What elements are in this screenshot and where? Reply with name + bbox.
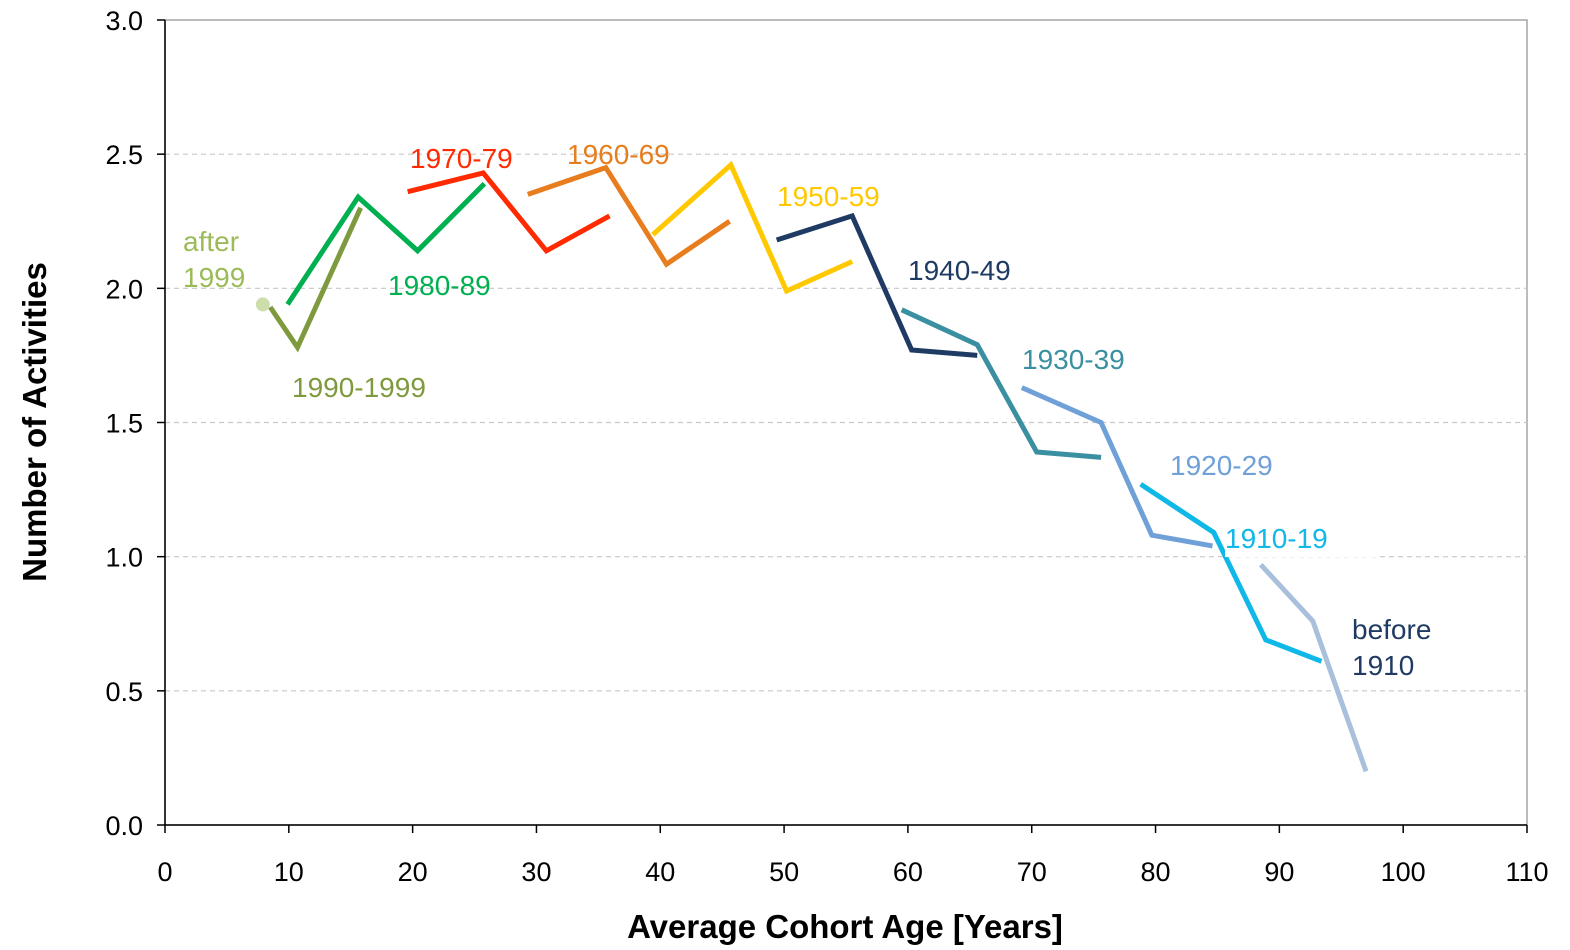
line [285, 181, 487, 306]
y-tick-label: 0.5 [105, 677, 143, 707]
series-label: 1910-19 [1225, 521, 1380, 557]
x-tick-label: 80 [1141, 857, 1171, 887]
x-tick-label: 110 [1505, 857, 1548, 887]
series-label: before 1910 [1352, 614, 1432, 681]
y-axis-title: Number of Activities [16, 262, 53, 582]
y-tick-label: 2.0 [105, 274, 143, 304]
x-tick-label: 40 [645, 857, 675, 887]
x-tick-label: 30 [521, 857, 551, 887]
y-tick-label: 1.0 [105, 543, 143, 573]
line [1020, 385, 1213, 549]
x-axis-title: Average Cohort Age [Years] [627, 908, 1063, 945]
x-tick-label: 20 [398, 857, 428, 887]
line [526, 164, 732, 268]
y-tick-label: 0.0 [105, 811, 143, 841]
point [255, 297, 270, 312]
x-tick-label: 0 [157, 857, 172, 887]
y-tick-label: 2.5 [105, 140, 143, 170]
series-label: after 1999 [183, 226, 246, 293]
line [407, 170, 611, 254]
series-label: 1950-59 [777, 181, 880, 212]
line [775, 212, 978, 358]
series-label: 1930-39 [1022, 344, 1125, 375]
y-tick-label: 1.5 [105, 409, 143, 439]
y-tick-label: 3.0 [105, 6, 143, 36]
line [1139, 482, 1323, 664]
series-label: 1970-79 [410, 143, 513, 174]
x-tick-label: 70 [1017, 857, 1047, 887]
line [651, 160, 854, 295]
x-tick-label: 50 [769, 857, 799, 887]
plot-border [164, 19, 1528, 826]
x-tick-label: 60 [893, 857, 923, 887]
x-tick-label: 10 [274, 857, 304, 887]
line [900, 307, 1102, 460]
x-tick-label: 90 [1264, 857, 1294, 887]
series-label: 1920-29 [1170, 450, 1273, 481]
series-label: 1990-1999 [292, 372, 426, 403]
line [1258, 563, 1369, 773]
series-label: 1940-49 [908, 255, 1011, 286]
line [268, 206, 363, 353]
x-tick-label: 100 [1381, 857, 1426, 887]
series-label: 1980-89 [388, 270, 491, 301]
series-label: 1960-69 [567, 139, 670, 170]
